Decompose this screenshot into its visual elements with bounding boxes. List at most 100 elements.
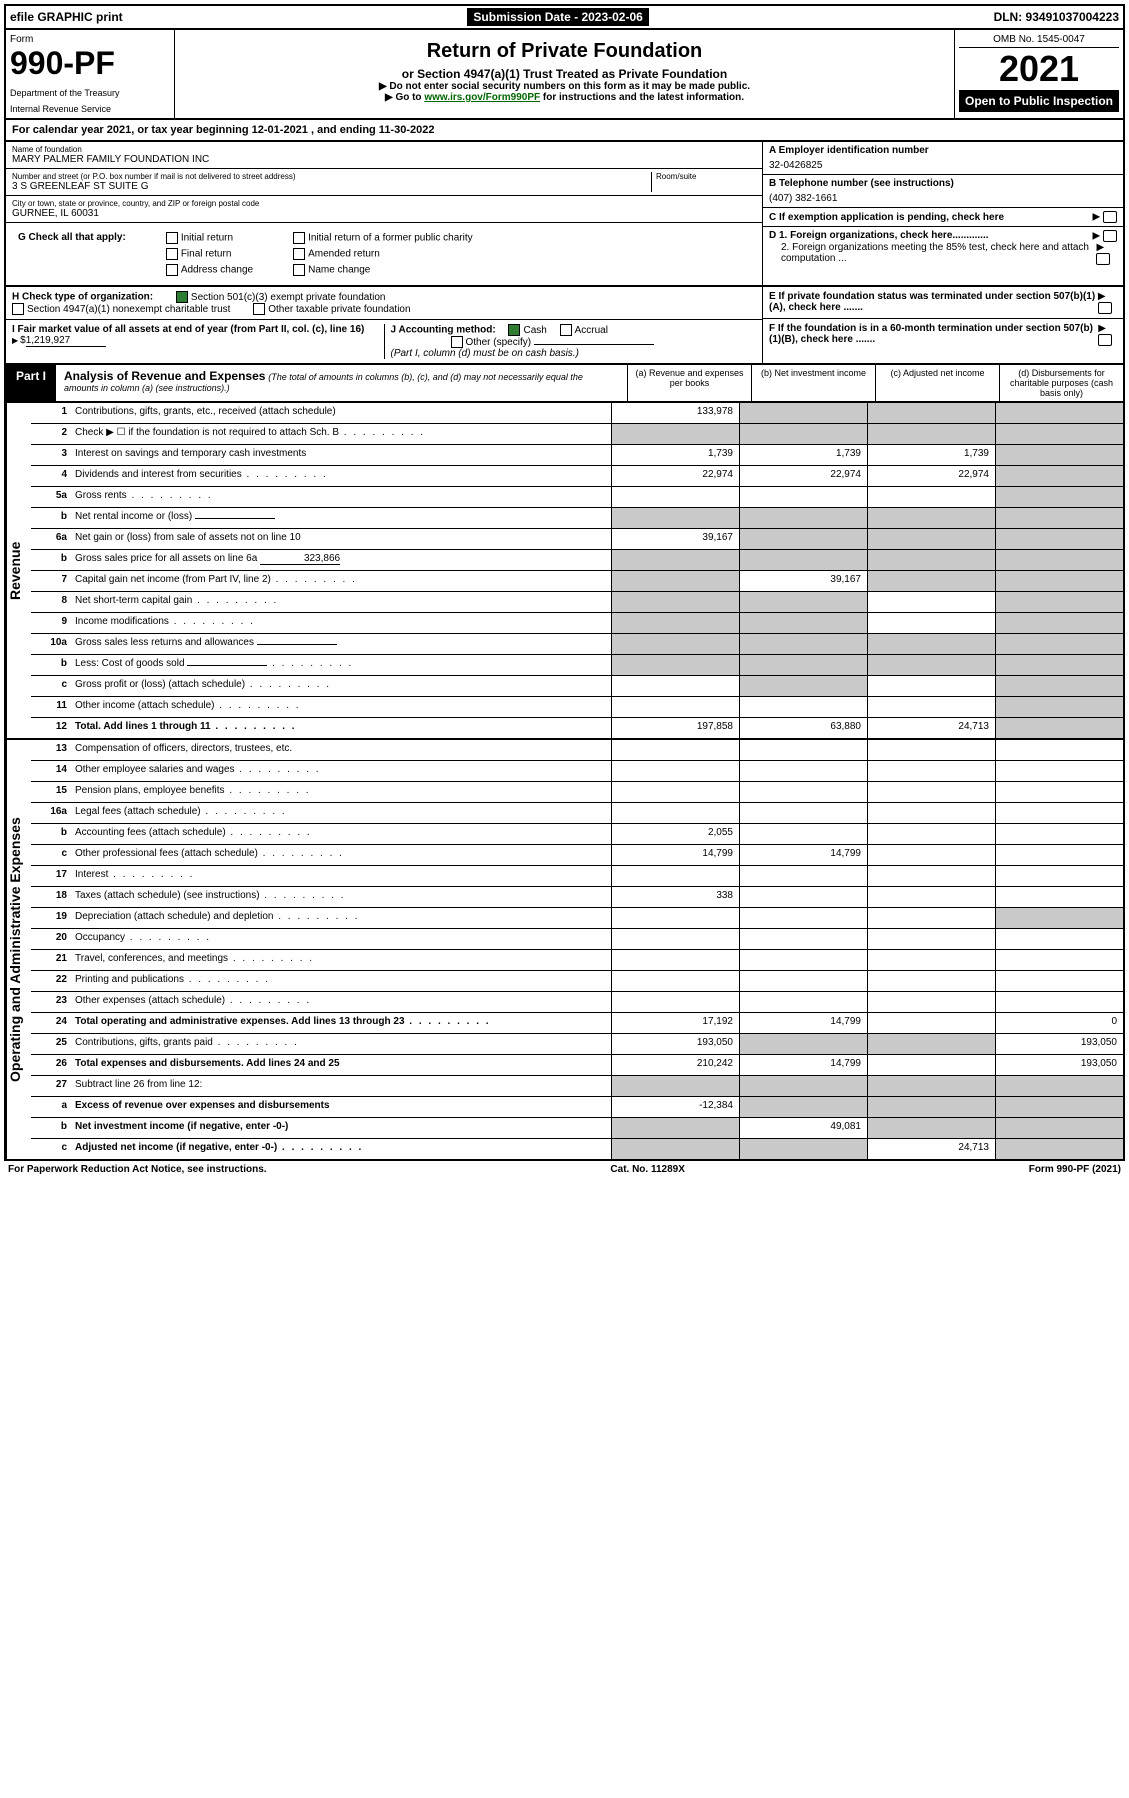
row-27a: aExcess of revenue over expenses and dis… xyxy=(31,1097,1123,1118)
address: 3 S GREENLEAF ST SUITE G xyxy=(12,181,651,192)
i-value: 1,219,927 xyxy=(26,335,106,347)
j-label: J Accounting method: xyxy=(391,325,496,336)
d1-checkbox[interactable]: ▶ xyxy=(1093,230,1117,242)
irs-label: Internal Revenue Service xyxy=(10,104,170,114)
row-10c: cGross profit or (loss) (attach schedule… xyxy=(31,676,1123,697)
h-opt-4947: Section 4947(a)(1) nonexempt charitable … xyxy=(12,304,230,315)
d-cell: D 1. Foreign organizations, check here..… xyxy=(763,227,1123,268)
row-25: 25Contributions, gifts, grants paid193,0… xyxy=(31,1034,1123,1055)
section-h-i-j: H Check type of organization: Section 50… xyxy=(4,287,1125,365)
top-bar: efile GRAPHIC print Submission Date - 20… xyxy=(4,4,1125,30)
form-header: Form 990-PF Department of the Treasury I… xyxy=(4,30,1125,120)
header-right: OMB No. 1545-0047 2021 Open to Public In… xyxy=(955,30,1123,118)
expenses-side-label: Operating and Administrative Expenses xyxy=(6,740,31,1159)
row-17: 17Interest xyxy=(31,866,1123,887)
g-label: G Check all that apply: xyxy=(18,232,126,276)
note2-post: for instructions and the latest informat… xyxy=(540,92,744,103)
paperwork-notice: For Paperwork Reduction Act Notice, see … xyxy=(8,1164,267,1175)
row-5a: 5aGross rents xyxy=(31,487,1123,508)
instructions-link[interactable]: www.irs.gov/Form990PF xyxy=(424,92,540,103)
i-arrow xyxy=(12,335,20,346)
i-j-row: I Fair market value of all assets at end… xyxy=(6,320,762,363)
g-opt-namechange: Name change xyxy=(293,264,473,276)
header-left: Form 990-PF Department of the Treasury I… xyxy=(6,30,175,118)
row-20: 20Occupancy xyxy=(31,929,1123,950)
city: GURNEE, IL 60031 xyxy=(12,208,756,219)
dln-label: DLN: 93491037004223 xyxy=(994,10,1119,24)
right-e-f: E If private foundation status was termi… xyxy=(763,287,1123,363)
city-cell: City or town, state or province, country… xyxy=(6,196,762,223)
form-word: Form xyxy=(10,34,170,45)
d2-checkbox[interactable]: ▶ xyxy=(1096,242,1117,265)
form-ref: Form 990-PF (2021) xyxy=(1029,1164,1121,1175)
d2-label: 2. Foreign organizations meeting the 85%… xyxy=(781,242,1096,265)
part1-header: Part I Analysis of Revenue and Expenses … xyxy=(4,365,1125,403)
c-checkbox[interactable]: ▶ xyxy=(1093,211,1117,223)
revenue-table: Revenue 1Contributions, gifts, grants, e… xyxy=(4,403,1125,740)
part1-label: Part I xyxy=(6,365,56,401)
row-10b: bLess: Cost of goods sold xyxy=(31,655,1123,676)
c-cell: C If exemption application is pending, c… xyxy=(763,208,1123,227)
left-h-i-j: H Check type of organization: Section 50… xyxy=(6,287,763,363)
foundation-name-cell: Name of foundation MARY PALMER FAMILY FO… xyxy=(6,142,762,169)
info-block: Name of foundation MARY PALMER FAMILY FO… xyxy=(4,142,1125,287)
submission-date: Submission Date - 2023-02-06 xyxy=(467,8,648,26)
calendar-year-row: For calendar year 2021, or tax year begi… xyxy=(4,120,1125,142)
row-19: 19Depreciation (attach schedule) and dep… xyxy=(31,908,1123,929)
expenses-body: 13Compensation of officers, directors, t… xyxy=(31,740,1123,1159)
form-title: Return of Private Foundation xyxy=(181,40,948,63)
row-6b: bGross sales price for all assets on lin… xyxy=(31,550,1123,571)
h-opt-other: Other taxable private foundation xyxy=(253,304,410,315)
ein: 32-0426825 xyxy=(769,156,1117,171)
row-27c: cAdjusted net income (if negative, enter… xyxy=(31,1139,1123,1159)
city-label: City or town, state or province, country… xyxy=(12,199,756,208)
e-checkbox[interactable]: ▶ xyxy=(1098,291,1117,314)
row-26: 26Total expenses and disbursements. Add … xyxy=(31,1055,1123,1076)
e-row: E If private foundation status was termi… xyxy=(763,287,1123,319)
phone: (407) 382-1661 xyxy=(769,189,1117,204)
j-cash: Cash xyxy=(508,325,546,336)
expenses-table: Operating and Administrative Expenses 13… xyxy=(4,740,1125,1161)
row-5b: bNet rental income or (loss) xyxy=(31,508,1123,529)
note2-pre: ▶ Go to xyxy=(385,92,424,103)
g-opt-initial: Initial return xyxy=(166,232,253,244)
i-label: I Fair market value of all assets at end… xyxy=(12,324,364,335)
row-22: 22Printing and publications xyxy=(31,971,1123,992)
a-label: A Employer identification number xyxy=(769,145,1117,156)
f-label: F If the foundation is in a 60-month ter… xyxy=(769,323,1098,346)
form-number: 990-PF xyxy=(10,45,170,82)
j-other: Other (specify) xyxy=(451,337,532,348)
f-checkbox[interactable]: ▶ xyxy=(1098,323,1117,346)
room-label: Room/suite xyxy=(656,172,756,181)
row-16b: bAccounting fees (attach schedule)2,055 xyxy=(31,824,1123,845)
ein-cell: A Employer identification number 32-0426… xyxy=(763,142,1123,175)
name-label: Name of foundation xyxy=(12,145,756,154)
row-8: 8Net short-term capital gain xyxy=(31,592,1123,613)
row-4: 4Dividends and interest from securities2… xyxy=(31,466,1123,487)
open-public-badge: Open to Public Inspection xyxy=(959,90,1119,112)
footer: For Paperwork Reduction Act Notice, see … xyxy=(4,1161,1125,1178)
g-check-cell: G Check all that apply: Initial return F… xyxy=(6,223,762,285)
col-a-head: (a) Revenue and expenses per books xyxy=(628,365,752,401)
row-2: 2Check ▶ ☐ if the foundation is not requ… xyxy=(31,424,1123,445)
addr-label: Number and street (or P.O. box number if… xyxy=(12,172,651,181)
revenue-side-label: Revenue xyxy=(6,403,31,738)
row-7: 7Capital gain net income (from Part IV, … xyxy=(31,571,1123,592)
note-1: ▶ Do not enter social security numbers o… xyxy=(181,81,948,92)
part1-desc: Analysis of Revenue and Expenses (The to… xyxy=(56,365,628,401)
row-27b: bNet investment income (if negative, ent… xyxy=(31,1118,1123,1139)
row-24: 24Total operating and administrative exp… xyxy=(31,1013,1123,1034)
efile-label: efile GRAPHIC print xyxy=(10,10,123,24)
omb-number: OMB No. 1545-0047 xyxy=(959,34,1119,48)
part1-title: Analysis of Revenue and Expenses xyxy=(64,369,265,383)
row-16c: cOther professional fees (attach schedul… xyxy=(31,845,1123,866)
info-left: Name of foundation MARY PALMER FAMILY FO… xyxy=(6,142,763,285)
note-2: ▶ Go to www.irs.gov/Form990PF for instru… xyxy=(181,92,948,103)
row-1: 1Contributions, gifts, grants, etc., rec… xyxy=(31,403,1123,424)
j-accrual: Accrual xyxy=(560,325,608,336)
row-13: 13Compensation of officers, directors, t… xyxy=(31,740,1123,761)
h-row: H Check type of organization: Section 50… xyxy=(6,287,762,320)
c-label: C If exemption application is pending, c… xyxy=(769,212,1004,223)
row-6a: 6aNet gain or (loss) from sale of assets… xyxy=(31,529,1123,550)
d1-label: D 1. Foreign organizations, check here..… xyxy=(769,230,989,242)
